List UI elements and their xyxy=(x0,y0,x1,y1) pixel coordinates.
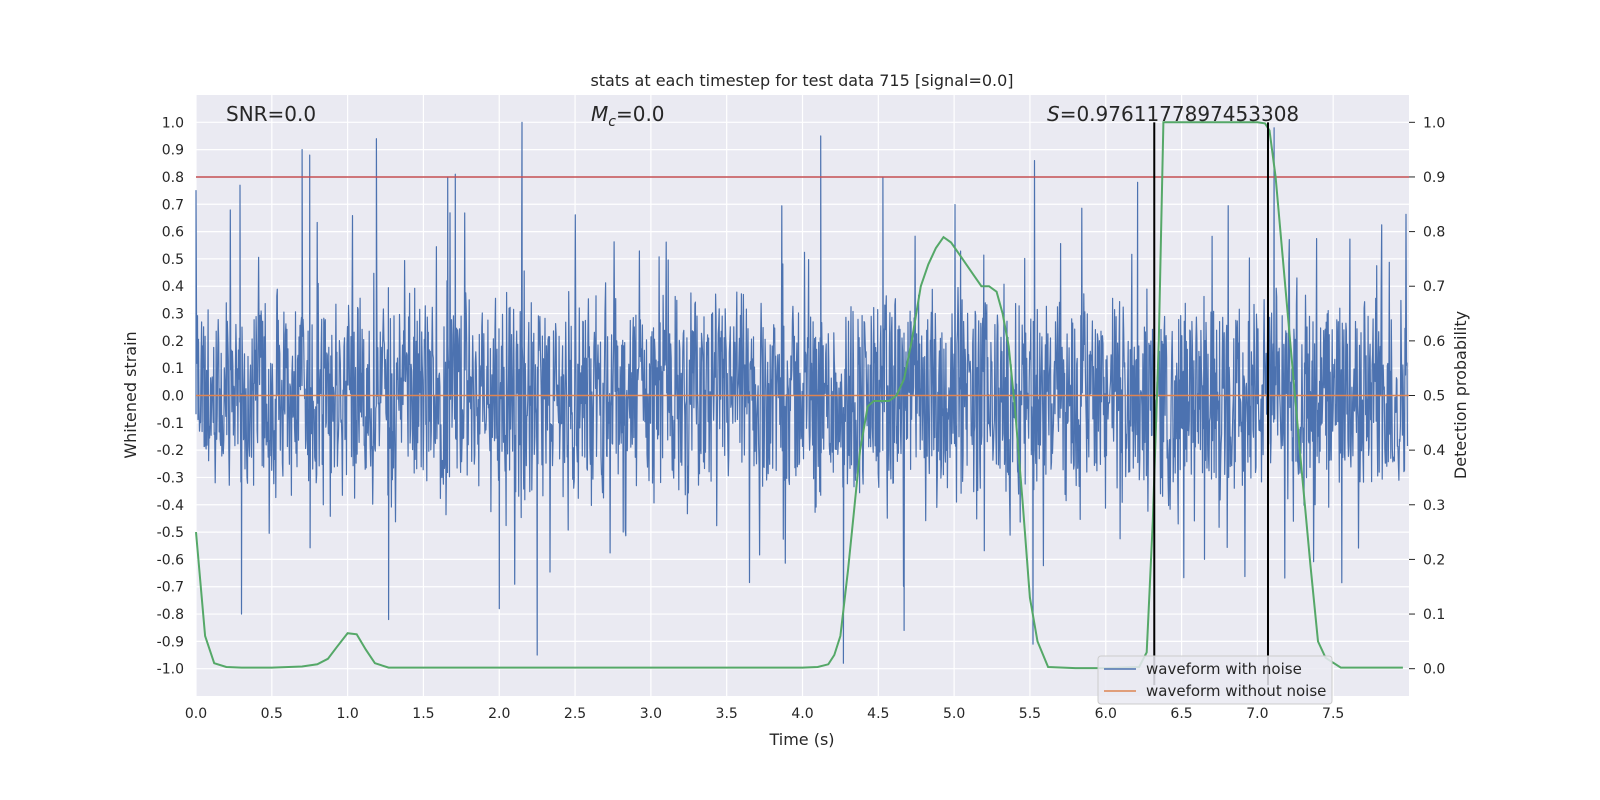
x-tick-label: 3.5 xyxy=(716,706,738,722)
x-tick-label: 0.5 xyxy=(261,706,283,722)
y-left-tick-label: 1.0 xyxy=(162,115,184,131)
y-left-tick-label: 0.7 xyxy=(162,197,184,213)
y-right-tick-label: 0.7 xyxy=(1423,279,1445,295)
s-score-symbol: S xyxy=(1047,102,1060,126)
y-right-tick-label: 1.0 xyxy=(1423,115,1445,131)
x-tick-label: 2.0 xyxy=(488,706,510,722)
x-tick-label: 1.5 xyxy=(412,706,434,722)
x-tick-label: 7.0 xyxy=(1246,706,1268,722)
chirp-mass-annotation: Mc=0.0 xyxy=(591,102,665,130)
y-left-tick-label: 0.1 xyxy=(162,361,184,377)
y-right-tick-label: 0.0 xyxy=(1423,662,1445,678)
legend-label-noisy: waveform with noise xyxy=(1146,660,1302,678)
y-left-tick-label: -0.5 xyxy=(157,525,184,541)
y-left-tick-label: 0.3 xyxy=(162,307,184,323)
y-left-tick-label: 0.2 xyxy=(162,334,184,350)
y-left-tick-label: 0.6 xyxy=(162,225,184,241)
y-left-tick-label: -0.8 xyxy=(157,607,184,623)
y-left-tick-label: 0.0 xyxy=(162,389,184,405)
y-left-tick-label: -0.4 xyxy=(157,498,184,514)
x-axis-ticks: 0.0 0.5 1.0 1.5 2.0 2.5 3.0 3.5 4.0 4.5 5.0 5.5 6.0 6… xyxy=(185,706,1344,722)
x-axis-label: Time (s) xyxy=(768,730,834,749)
x-tick-label: 4.5 xyxy=(867,706,889,722)
x-tick-label: 4.0 xyxy=(791,706,813,722)
chirp-mass-subscript: c xyxy=(608,114,616,130)
y-left-tick-label: -0.7 xyxy=(157,580,184,596)
vertical-markers xyxy=(1153,122,1269,686)
y-axis-right-label: Detection probability xyxy=(1451,311,1470,479)
x-tick-label: 2.5 xyxy=(564,706,586,722)
s-score-value: =0.9761177897453308 xyxy=(1060,102,1299,126)
y-left-tick-label: -0.9 xyxy=(157,634,184,650)
y-left-tick-label: 0.5 xyxy=(162,252,184,268)
noisy-waveform-line xyxy=(195,121,1409,664)
x-tick-label: 5.0 xyxy=(943,706,965,722)
detection-probability-line xyxy=(195,121,1403,670)
y-left-tick-label: -0.2 xyxy=(157,443,184,459)
chirp-mass-symbol: M xyxy=(591,102,608,126)
snr-annotation: SNR=0.0 xyxy=(226,102,316,126)
series-detection-probability xyxy=(195,121,1403,670)
y-left-tick-label: -0.1 xyxy=(157,416,184,432)
legend: waveform with noise waveform without noi… xyxy=(1097,655,1333,705)
y-left-tick-label: -0.3 xyxy=(157,470,184,486)
y-right-tick-label: 0.5 xyxy=(1423,389,1445,405)
y-right-tick-label: 0.6 xyxy=(1423,334,1445,350)
chart-title: stats at each timestep for test data 715… xyxy=(590,71,1013,90)
x-tick-label: 0.0 xyxy=(185,706,207,722)
y-right-tick-label: 0.8 xyxy=(1423,225,1445,241)
x-tick-label: 6.5 xyxy=(1170,706,1192,722)
y-axis-left-ticks: -1.0 -0.9 -0.8 -0.7 -0.6 -0.5 -0.4 -0.3 -0.2 -0.1… xyxy=(157,115,184,677)
x-tick-label: 3.0 xyxy=(640,706,662,722)
y-left-tick-label: 0.4 xyxy=(162,279,184,295)
y-right-tick-label: 0.3 xyxy=(1423,498,1445,514)
x-tick-label: 5.5 xyxy=(1019,706,1041,722)
chirp-mass-value: =0.0 xyxy=(616,102,665,126)
y-left-tick-label: -0.6 xyxy=(157,552,184,568)
y-right-tick-label: 0.1 xyxy=(1423,607,1445,623)
legend-box xyxy=(1097,655,1333,705)
x-tick-label: 1.0 xyxy=(336,706,358,722)
legend-label-clean: waveform without noise xyxy=(1146,682,1326,700)
x-tick-label: 7.5 xyxy=(1322,706,1344,722)
x-tick-label: 6.0 xyxy=(1095,706,1117,722)
y-left-tick-label: 0.9 xyxy=(162,143,184,159)
y-axis-right-ticks: 0.0 0.1 0.2 0.3 0.4 0.5 0.6 0.7 0.8 0.9 1.0 xyxy=(1409,115,1445,678)
series-waveform-with-noise xyxy=(195,121,1409,664)
y-left-tick-label: -1.0 xyxy=(157,662,184,678)
y-right-tick-label: 0.4 xyxy=(1423,443,1445,459)
y-right-tick-label: 0.9 xyxy=(1423,170,1445,186)
y-left-tick-label: 0.8 xyxy=(162,170,184,186)
s-score-annotation: S=0.9761177897453308 xyxy=(1047,102,1299,126)
y-axis-left-label: Whitened strain xyxy=(121,331,140,458)
y-right-tick-label: 0.2 xyxy=(1423,552,1445,568)
